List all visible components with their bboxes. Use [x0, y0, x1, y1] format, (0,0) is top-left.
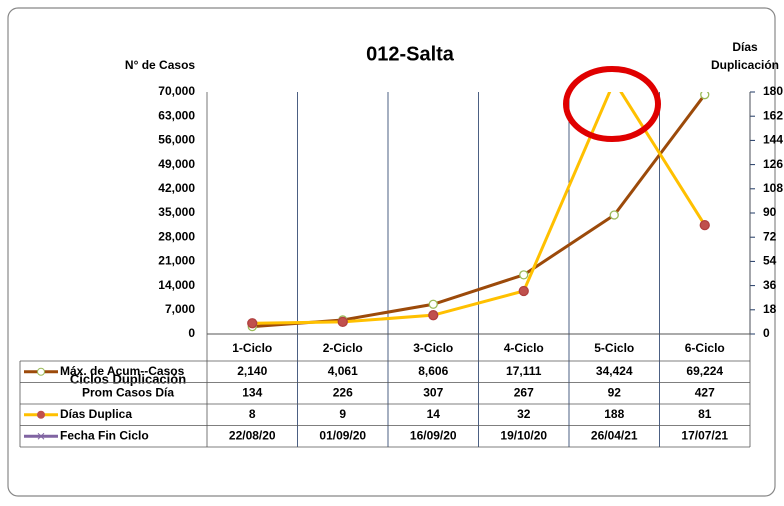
- y-tick-label: 28,000: [158, 229, 195, 243]
- y2-tick-label: 108: [763, 181, 783, 195]
- legend-marker: [37, 410, 45, 419]
- x-tick-label: 6-Ciclo: [685, 341, 725, 355]
- table-cell: 9: [339, 407, 346, 421]
- data-point: [428, 299, 438, 309]
- legend-label: Días Duplica: [60, 407, 132, 421]
- y2-tick-label: 36: [763, 278, 777, 292]
- y-axis-label: N° de Casos: [125, 58, 195, 72]
- y2-tick-label: 90: [763, 205, 777, 219]
- table-cell: 307: [423, 385, 443, 399]
- y2-tick-label: 144: [763, 133, 783, 147]
- x-tick-label: 5-Ciclo: [594, 341, 634, 355]
- data-point: [337, 316, 348, 328]
- x-tick-label: 1-Ciclo: [232, 341, 272, 355]
- x-tick-label: 3-Ciclo: [413, 341, 453, 355]
- data-point: [519, 270, 529, 280]
- y-tick-label: 63,000: [158, 108, 195, 122]
- y2-tick-label: 0: [763, 326, 770, 340]
- table-cell: 4,061: [328, 364, 358, 378]
- legend-label: Prom Casos Día: [82, 385, 174, 399]
- y2-tick-label: 126: [763, 157, 783, 171]
- x-tick-label: 4-Ciclo: [504, 341, 544, 355]
- table-cell: 19/10/20: [500, 428, 547, 442]
- table-cell: 17,111: [506, 364, 542, 378]
- legend-label: Fecha Fin Ciclo: [60, 428, 149, 442]
- table-cell: 134: [242, 385, 262, 399]
- plot-area: [247, 92, 710, 332]
- y2-axis-label: Días Duplicación: [711, 40, 779, 72]
- legend-marker: [37, 432, 45, 440]
- y-tick-label: 21,000: [158, 254, 195, 268]
- table-cell: 22/08/20: [229, 428, 276, 442]
- x-tick-label: 2-Ciclo: [323, 341, 363, 355]
- table-cell: 32: [517, 407, 531, 421]
- table-cell: 81: [698, 407, 712, 421]
- data-point: [700, 92, 710, 100]
- table-cell: 267: [514, 385, 534, 399]
- y-tick-label: 42,000: [158, 181, 195, 195]
- table-cell: 14: [427, 407, 441, 421]
- y-tick-label: 56,000: [158, 133, 195, 147]
- y-tick-label: 35,000: [158, 205, 195, 219]
- highlight-circle: [563, 66, 661, 142]
- y-tick-label: 7,000: [165, 302, 195, 316]
- y2-tick-label: 72: [763, 229, 777, 243]
- chart-frame: [7, 7, 776, 497]
- y2-tick-label: 54: [763, 254, 777, 268]
- y-tick-label: 49,000: [158, 157, 195, 171]
- table-cell: 26/04/21: [591, 428, 638, 442]
- data-point: [699, 219, 710, 231]
- chart-title: 012-Salta: [366, 43, 455, 65]
- y2-tick-label: 180: [763, 84, 783, 98]
- table-cell: 69,224: [686, 364, 723, 378]
- table-cell: 226: [333, 385, 353, 399]
- table-cell: 8,606: [418, 364, 448, 378]
- data-point: [609, 210, 619, 220]
- series-line: [252, 92, 707, 325]
- legend-label: Máx. de Acum--Casos: [60, 364, 185, 378]
- table-cell: 188: [604, 407, 624, 421]
- data-point: [247, 318, 258, 329]
- legend-marker: [37, 367, 45, 376]
- y-tick-label: 0: [188, 326, 195, 340]
- table-cell: 2,140: [237, 364, 267, 378]
- data-point: [428, 310, 439, 321]
- table-cell: 8: [249, 407, 256, 421]
- y2-tick-label: 162: [763, 108, 783, 122]
- table-cell: 92: [608, 385, 622, 399]
- y2-tick-label: 18: [763, 302, 777, 316]
- table-cell: 16/09/20: [410, 428, 457, 442]
- table-cell: 427: [695, 385, 715, 399]
- table-cell: 34,424: [596, 364, 633, 378]
- y-tick-label: 14,000: [158, 278, 195, 292]
- table-cell: 01/09/20: [319, 428, 366, 442]
- y-tick-label: 70,000: [158, 84, 195, 98]
- table-cell: 17/07/21: [681, 428, 728, 442]
- data-point: [518, 285, 529, 297]
